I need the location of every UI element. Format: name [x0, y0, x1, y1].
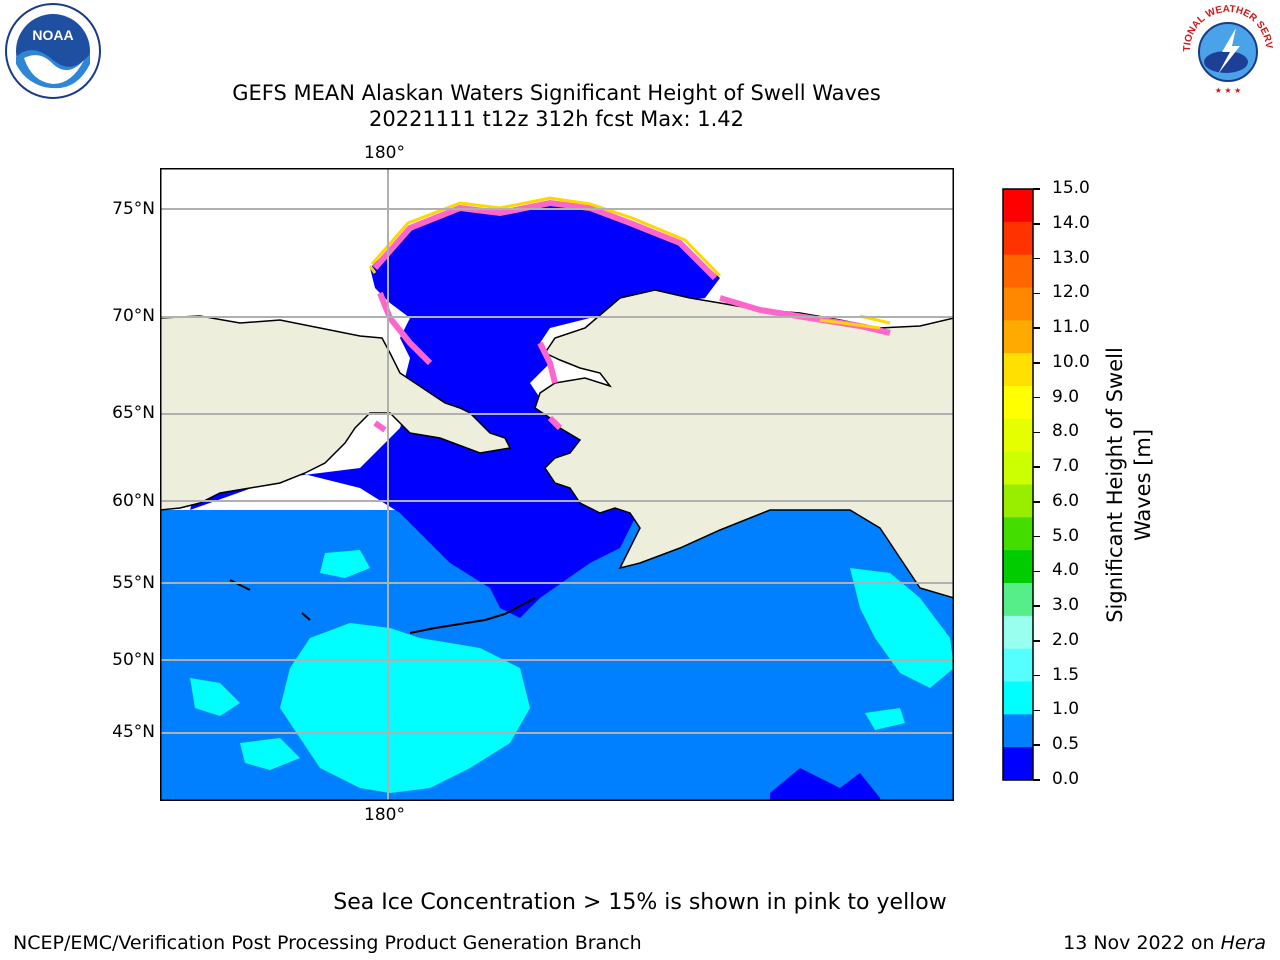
colorbar-tick-mark: [1033, 501, 1040, 503]
colorbar-tick-label: 14.0: [1052, 212, 1090, 233]
swell-patch-cyan: [280, 623, 530, 793]
colorbar-tick-label: 5.0: [1052, 525, 1080, 546]
colorbar-segment: [1003, 484, 1033, 518]
noaa-logo: NOAA: [5, 3, 101, 99]
colorbar-tick-mark: [1033, 188, 1040, 190]
colorbar-segment: [1003, 189, 1033, 223]
map-panel: [160, 168, 954, 801]
footer-host: Hera: [1220, 932, 1266, 954]
colorbar-segment: [1003, 254, 1033, 288]
colorbar-tick-label: 8.0: [1052, 421, 1080, 442]
sea-ice-note: Sea Ice Concentration > 15% is shown in …: [333, 890, 947, 915]
lon-label-bottom: 180°: [364, 805, 405, 825]
colorbar-tick-mark: [1033, 396, 1040, 399]
sea-ice-edge: [368, 196, 891, 330]
colorbar-tick-label: 2.0: [1052, 629, 1080, 650]
colorbar-segment: [1003, 418, 1033, 453]
colorbar-tick-label: 3.0: [1052, 595, 1080, 616]
colorbar-tick-mark: [1033, 535, 1040, 538]
colorbar-segment: [1003, 681, 1033, 715]
colorbar-tick-mark: [1033, 709, 1040, 712]
colorbar-tick-label: 6.0: [1052, 490, 1080, 511]
colorbar-tick-label: 15.0: [1052, 178, 1090, 198]
nws-logo: NATIONAL WEATHER SERVICE ★ ★ ★: [1178, 2, 1274, 96]
footer-date-text: 13 Nov 2022 on: [1063, 932, 1221, 954]
colorbar-segment: [1003, 287, 1033, 321]
lat-label-65: 65°N: [112, 403, 155, 423]
colorbar-tick-mark: [1033, 257, 1040, 260]
colorbar-segment: [1003, 583, 1033, 617]
colorbar-tick-label: 13.0: [1052, 247, 1090, 268]
colorbar-tick-mark: [1033, 223, 1040, 225]
map-gridlines: [160, 168, 954, 801]
colorbar-tick-label: 12.0: [1052, 282, 1090, 303]
lat-label-50: 50°N: [112, 650, 155, 670]
lat-label-55: 55°N: [112, 573, 155, 593]
colorbar-tick-mark: [1033, 605, 1040, 607]
lat-label-70: 70°N: [112, 306, 155, 326]
colorbar-tick-mark: [1033, 570, 1040, 573]
colorbar-tick-label: 0.0: [1052, 769, 1080, 789]
colorbar-tick-mark: [1033, 362, 1040, 364]
lat-label-75: 75°N: [112, 199, 155, 219]
colorbar-tick-label: 1.5: [1052, 664, 1080, 685]
map-canvas: [160, 168, 954, 801]
footer-date: 13 Nov 2022 on Hera: [1063, 932, 1266, 954]
colorbar-title-line1: Significant Height of Swell: [1103, 347, 1127, 623]
colorbar-segment: [1003, 747, 1033, 781]
colorbar-segment: [1003, 648, 1033, 682]
chart-title-line1: GEFS MEAN Alaskan Waters Significant Hei…: [232, 81, 881, 105]
colorbar-tick-mark: [1033, 466, 1040, 468]
colorbar-segment: [1003, 451, 1033, 485]
colorbar-tick-mark: [1033, 640, 1040, 642]
lat-label-45: 45°N: [112, 722, 155, 742]
colorbar-title-line2: Waves [m]: [1131, 428, 1155, 542]
colorbar-tick-mark: [1033, 292, 1040, 295]
colorbar-segment: [1003, 615, 1033, 650]
lon-label-top: 180°: [364, 143, 405, 163]
colorbar-segment: [1003, 353, 1033, 387]
colorbar-tick-label: 10.0: [1052, 351, 1090, 372]
colorbar-tick-mark: [1033, 674, 1040, 677]
colorbar-tick-label: 0.5: [1052, 734, 1080, 755]
colorbar: [1002, 188, 1034, 781]
colorbar-segment: [1003, 517, 1033, 551]
colorbar-tick-label: 7.0: [1052, 456, 1080, 477]
svg-text:★ ★ ★: ★ ★ ★: [1215, 86, 1242, 95]
colorbar-tick-label: 11.0: [1052, 317, 1090, 338]
colorbar-tick-mark: [1033, 779, 1040, 781]
colorbar-tick-label: 4.0: [1052, 560, 1080, 581]
colorbar-segment: [1003, 221, 1033, 256]
chart-title-line2: 20221111 t12z 312h fcst Max: 1.42: [369, 107, 744, 131]
svg-text:NOAA: NOAA: [32, 27, 73, 43]
colorbar-segment: [1003, 320, 1033, 354]
sea-ice-fringe: [372, 199, 891, 433]
colorbar-segment: [1003, 714, 1033, 748]
colorbar-tick-mark: [1033, 327, 1040, 329]
colorbar-segment: [1003, 386, 1033, 420]
footer-branch: NCEP/EMC/Verification Post Processing Pr…: [13, 932, 642, 954]
colorbar-segment: [1003, 550, 1033, 584]
aleutian-islands: [229, 579, 536, 634]
colorbar-tick-label: 9.0: [1052, 386, 1080, 407]
colorbar-tick-mark: [1033, 744, 1040, 746]
lat-label-60: 60°N: [112, 491, 155, 511]
colorbar-tick-mark: [1033, 431, 1040, 434]
colorbar-tick-label: 1.0: [1052, 699, 1080, 720]
